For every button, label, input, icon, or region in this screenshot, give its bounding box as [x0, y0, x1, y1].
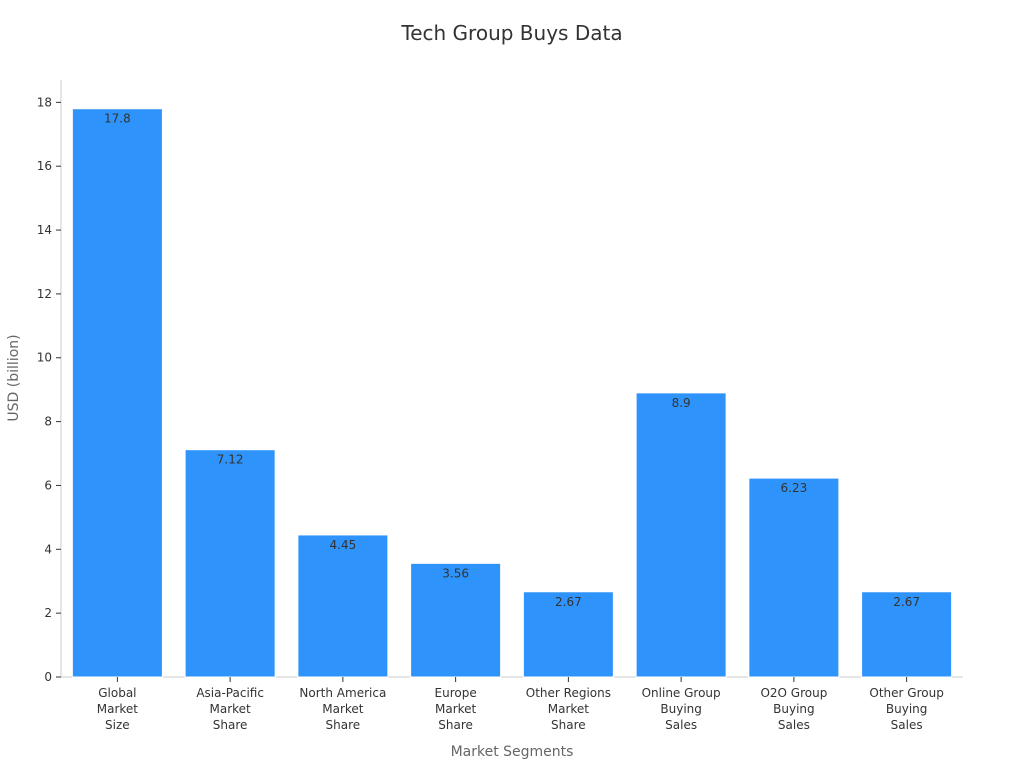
- bar-value-label: 8.9: [672, 396, 691, 410]
- x-tick-label-line: Market: [97, 702, 139, 716]
- x-tick-label-line: Market: [435, 702, 477, 716]
- x-tick-label-line: Sales: [891, 718, 923, 732]
- x-tick-label-line: Share: [326, 718, 361, 732]
- x-tick-label: Other Group Buying Sales: [869, 686, 943, 732]
- y-tick-label: 18: [37, 95, 52, 109]
- bar-value-label: 17.8: [104, 112, 131, 126]
- x-tick-label-line: Buying: [886, 702, 928, 716]
- x-tick-label-line: Sales: [665, 718, 697, 732]
- x-tick-label: North America Market Share: [299, 686, 386, 732]
- y-tick-label: 12: [37, 287, 52, 301]
- bar: [184, 449, 276, 678]
- x-tick-label-line: Market: [210, 702, 252, 716]
- y-tick-label: 8: [44, 415, 52, 429]
- x-tick-label-line: O2O Group: [760, 686, 827, 700]
- x-tick-label-line: Global: [98, 686, 136, 700]
- y-tick-label: 6: [44, 478, 52, 492]
- x-tick-label-line: Europe: [435, 686, 477, 700]
- x-tick-label-line: Sales: [778, 718, 810, 732]
- bar-value-label: 2.67: [555, 595, 582, 609]
- x-tick-label-line: Other Group: [869, 686, 943, 700]
- y-tick-label: 16: [37, 159, 52, 173]
- y-tick-label: 2: [44, 606, 52, 620]
- x-tick-label-line: Size: [105, 718, 130, 732]
- x-tick-label-line: Market: [548, 702, 590, 716]
- x-tick-label: Global Market Size: [97, 686, 139, 732]
- bar: [861, 591, 953, 678]
- bar: [748, 477, 840, 678]
- y-tick-label: 14: [37, 223, 52, 237]
- x-tick-label: Other Regions Market Share: [526, 686, 611, 732]
- y-tick-label: 10: [37, 351, 52, 365]
- x-tick-label: Asia-Pacific Market Share: [196, 686, 264, 732]
- bar-value-label: 4.45: [330, 538, 357, 552]
- x-tick-label-line: Share: [551, 718, 586, 732]
- x-tick-label: O2O Group Buying Sales: [760, 686, 827, 732]
- x-tick-label-line: Market: [322, 702, 364, 716]
- bar: [297, 534, 389, 678]
- x-tick-label: Europe Market Share: [435, 686, 477, 732]
- bar-value-label: 7.12: [217, 453, 244, 467]
- x-tick-label-line: Buying: [660, 702, 702, 716]
- x-tick-label: Online Group Buying Sales: [642, 686, 721, 732]
- bar: [522, 591, 614, 678]
- x-tick-label-line: Share: [213, 718, 248, 732]
- chart-title: Tech Group Buys Data: [400, 21, 622, 45]
- x-tick-label-line: Asia-Pacific: [196, 686, 264, 700]
- bar: [71, 108, 163, 678]
- x-tick-label-line: Other Regions: [526, 686, 611, 700]
- bar: [635, 392, 727, 678]
- plot-area: 0 2 4 6 8 10 12 14 16 18 17.8 Global Market Size 7.12 A…: [37, 80, 963, 732]
- x-tick-label-line: Share: [438, 718, 473, 732]
- y-tick-label: 0: [44, 670, 52, 684]
- bar: [410, 562, 502, 678]
- bar-value-label: 6.23: [781, 481, 808, 495]
- bar-value-label: 2.67: [893, 595, 920, 609]
- y-axis-label: USD (billion): [6, 334, 22, 421]
- x-tick-label-line: North America: [299, 686, 386, 700]
- x-tick-label-line: Buying: [773, 702, 815, 716]
- x-tick-label-line: Online Group: [642, 686, 721, 700]
- bar-value-label: 3.56: [442, 566, 469, 580]
- x-axis-label: Market Segments: [451, 744, 574, 760]
- y-tick-label: 4: [44, 542, 52, 556]
